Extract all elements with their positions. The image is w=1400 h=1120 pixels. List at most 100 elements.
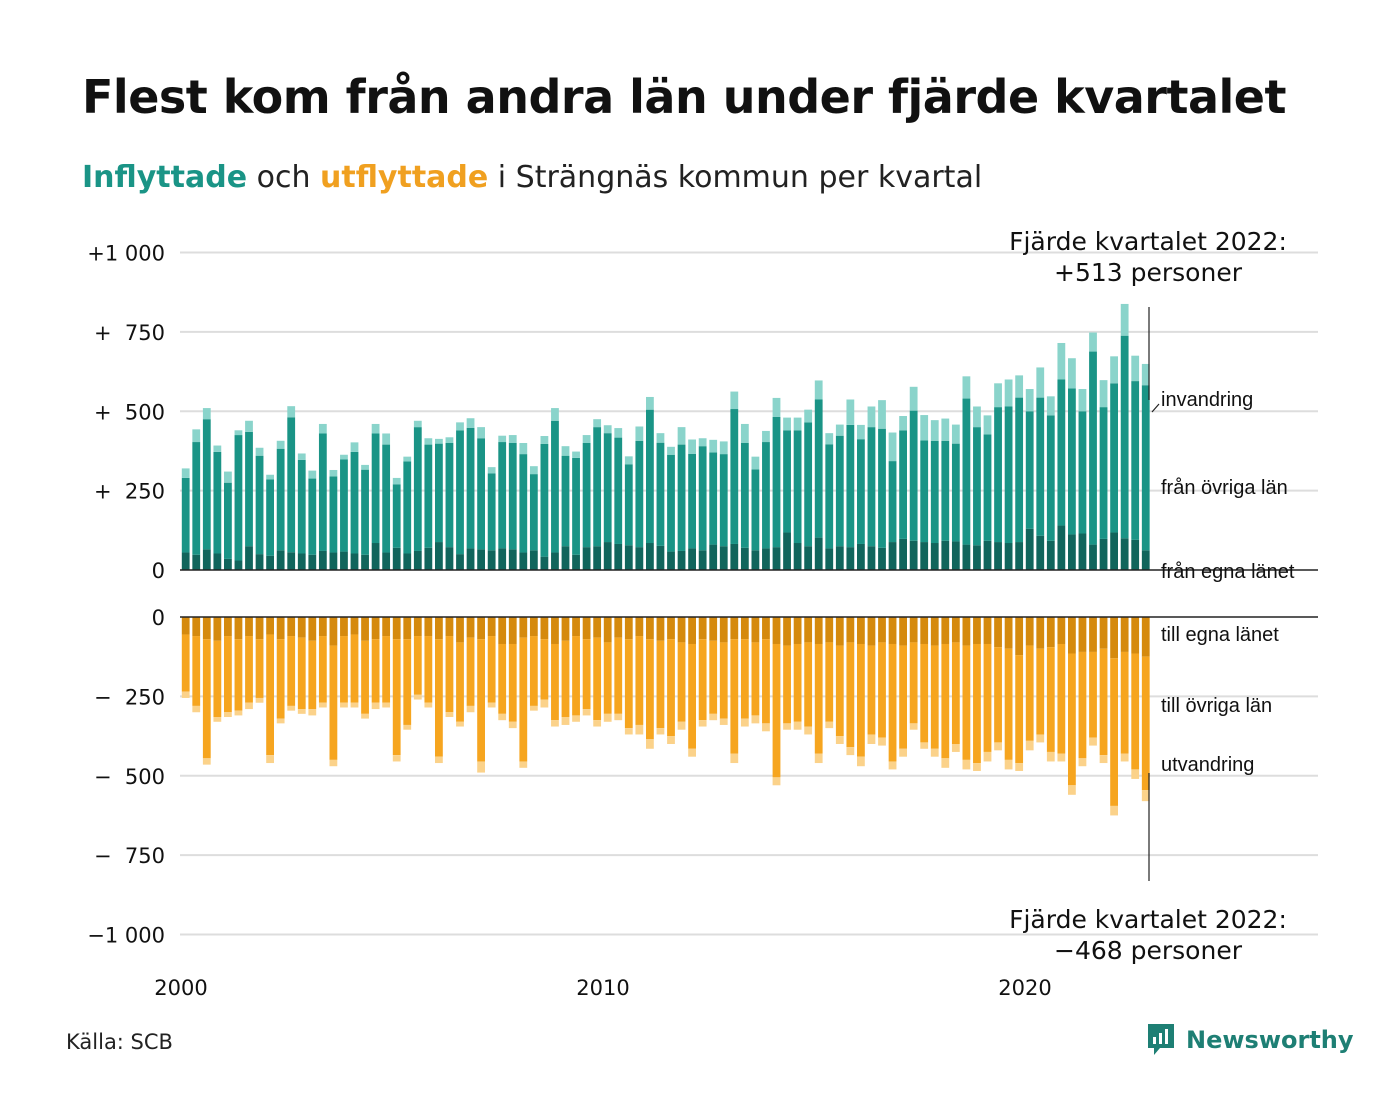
- bar-out-emigration: [1057, 753, 1066, 762]
- bar-in-immigration: [888, 432, 897, 462]
- bar-out-other: [403, 639, 412, 725]
- bar-in-other: [772, 416, 781, 548]
- bar-out-own: [487, 617, 496, 637]
- bar-out-emigration: [1036, 734, 1045, 743]
- bar-in-own: [308, 554, 317, 570]
- bar-out-emigration: [835, 736, 844, 744]
- bar-out-other: [709, 640, 718, 714]
- bar-in-immigration: [593, 419, 602, 428]
- bar-in-other: [392, 484, 401, 548]
- bar-out-emigration: [1015, 763, 1024, 771]
- bar-out-other: [466, 637, 475, 706]
- bar-in-own: [730, 543, 739, 570]
- bar-in-other: [582, 443, 591, 548]
- bar-in-immigration: [540, 436, 549, 444]
- bar-out-other: [350, 634, 359, 703]
- bar-in-own: [825, 548, 834, 570]
- bar-out-other: [1025, 645, 1034, 741]
- bar-out-other: [551, 643, 559, 721]
- bar-out-own: [1025, 617, 1034, 646]
- bar-out-emigration: [1120, 753, 1129, 762]
- bar-in-immigration: [1110, 356, 1118, 384]
- bar-in-immigration: [350, 442, 359, 452]
- bar-in-other: [192, 442, 201, 555]
- bar-out-other: [814, 643, 823, 754]
- annotation-top-line1: Fjärde kvartalet 2022:: [1009, 227, 1287, 256]
- outflow-bars: [181, 617, 1150, 816]
- bar-out-own: [582, 617, 591, 640]
- bar-out-own: [762, 617, 770, 640]
- bar-out-own: [719, 617, 728, 643]
- bar-out-other: [582, 639, 591, 710]
- bar-out-other: [846, 642, 855, 748]
- bar-out-emigration: [846, 747, 855, 756]
- bar-out-own: [192, 617, 201, 637]
- bar-in-immigration: [561, 446, 570, 456]
- bar-in-other: [719, 454, 728, 547]
- bar-in-own: [994, 542, 1002, 570]
- bar-in-own: [1025, 528, 1034, 570]
- bar-out-emigration: [603, 713, 612, 722]
- bar-in-other: [382, 444, 391, 553]
- bar-out-own: [1131, 617, 1140, 654]
- bar-out-other: [1078, 651, 1087, 759]
- bar-in-other: [751, 469, 760, 551]
- bar-out-emigration: [413, 694, 422, 700]
- bar-in-own: [804, 546, 813, 570]
- y-tick-out: − 250: [94, 685, 165, 709]
- bar-out-own: [772, 617, 781, 644]
- bar-in-immigration: [1004, 379, 1013, 407]
- bar-in-other: [878, 428, 886, 548]
- bar-in-immigration: [1078, 389, 1087, 412]
- brand-name: Newsworthy: [1186, 1026, 1354, 1054]
- bar-out-emigration: [403, 724, 412, 730]
- bar-out-other: [361, 640, 369, 714]
- bar-in-immigration: [920, 415, 929, 441]
- bar-out-own: [181, 617, 190, 635]
- bar-in-own: [456, 554, 464, 570]
- bar-in-immigration: [772, 397, 781, 417]
- bar-in-own: [888, 542, 897, 570]
- bar-in-own: [783, 532, 791, 570]
- y-tick-in: + 750: [94, 321, 165, 345]
- bar-out-own: [878, 617, 886, 643]
- bar-in-other: [835, 435, 844, 547]
- bar-out-other: [297, 637, 306, 710]
- bar-in-own: [181, 552, 190, 570]
- bar-out-own: [1141, 617, 1150, 657]
- bar-out-other: [529, 636, 538, 706]
- bar-out-other: [234, 639, 243, 711]
- bar-out-emigration: [308, 709, 317, 716]
- bar-in-other: [899, 430, 907, 539]
- bar-in-immigration: [762, 430, 770, 443]
- bar-in-own: [477, 549, 485, 570]
- bar-in-own: [466, 548, 475, 570]
- bar-out-emigration: [1089, 737, 1097, 746]
- bar-out-emigration: [540, 699, 549, 708]
- bar-out-own: [804, 617, 813, 643]
- bar-in-other: [350, 451, 359, 554]
- bar-out-other: [751, 642, 760, 716]
- bar-in-immigration: [909, 386, 918, 411]
- bar-in-own: [371, 543, 380, 570]
- bar-in-other: [403, 461, 412, 554]
- bar-out-emigration: [392, 755, 401, 762]
- bar-in-other: [224, 482, 232, 559]
- bar-out-own: [983, 617, 992, 644]
- bar-out-own: [529, 617, 538, 637]
- bar-in-immigration: [899, 416, 907, 431]
- bar-out-emigration: [909, 723, 918, 730]
- annotation-bottom-line2: −468 personer: [1054, 936, 1243, 965]
- bar-out-emigration: [561, 717, 570, 725]
- bar-in-other: [1131, 381, 1140, 540]
- bar-out-other: [276, 639, 285, 719]
- bar-out-other: [1004, 648, 1013, 760]
- bar-out-other: [340, 636, 348, 703]
- bar-out-emigration: [698, 720, 707, 727]
- bar-out-other: [762, 639, 770, 724]
- brand-logo: Newsworthy: [1146, 1022, 1354, 1058]
- bar-out-own: [793, 617, 802, 644]
- bar-in-immigration: [825, 433, 834, 445]
- bar-in-own: [413, 550, 422, 570]
- bar-out-other: [519, 637, 528, 762]
